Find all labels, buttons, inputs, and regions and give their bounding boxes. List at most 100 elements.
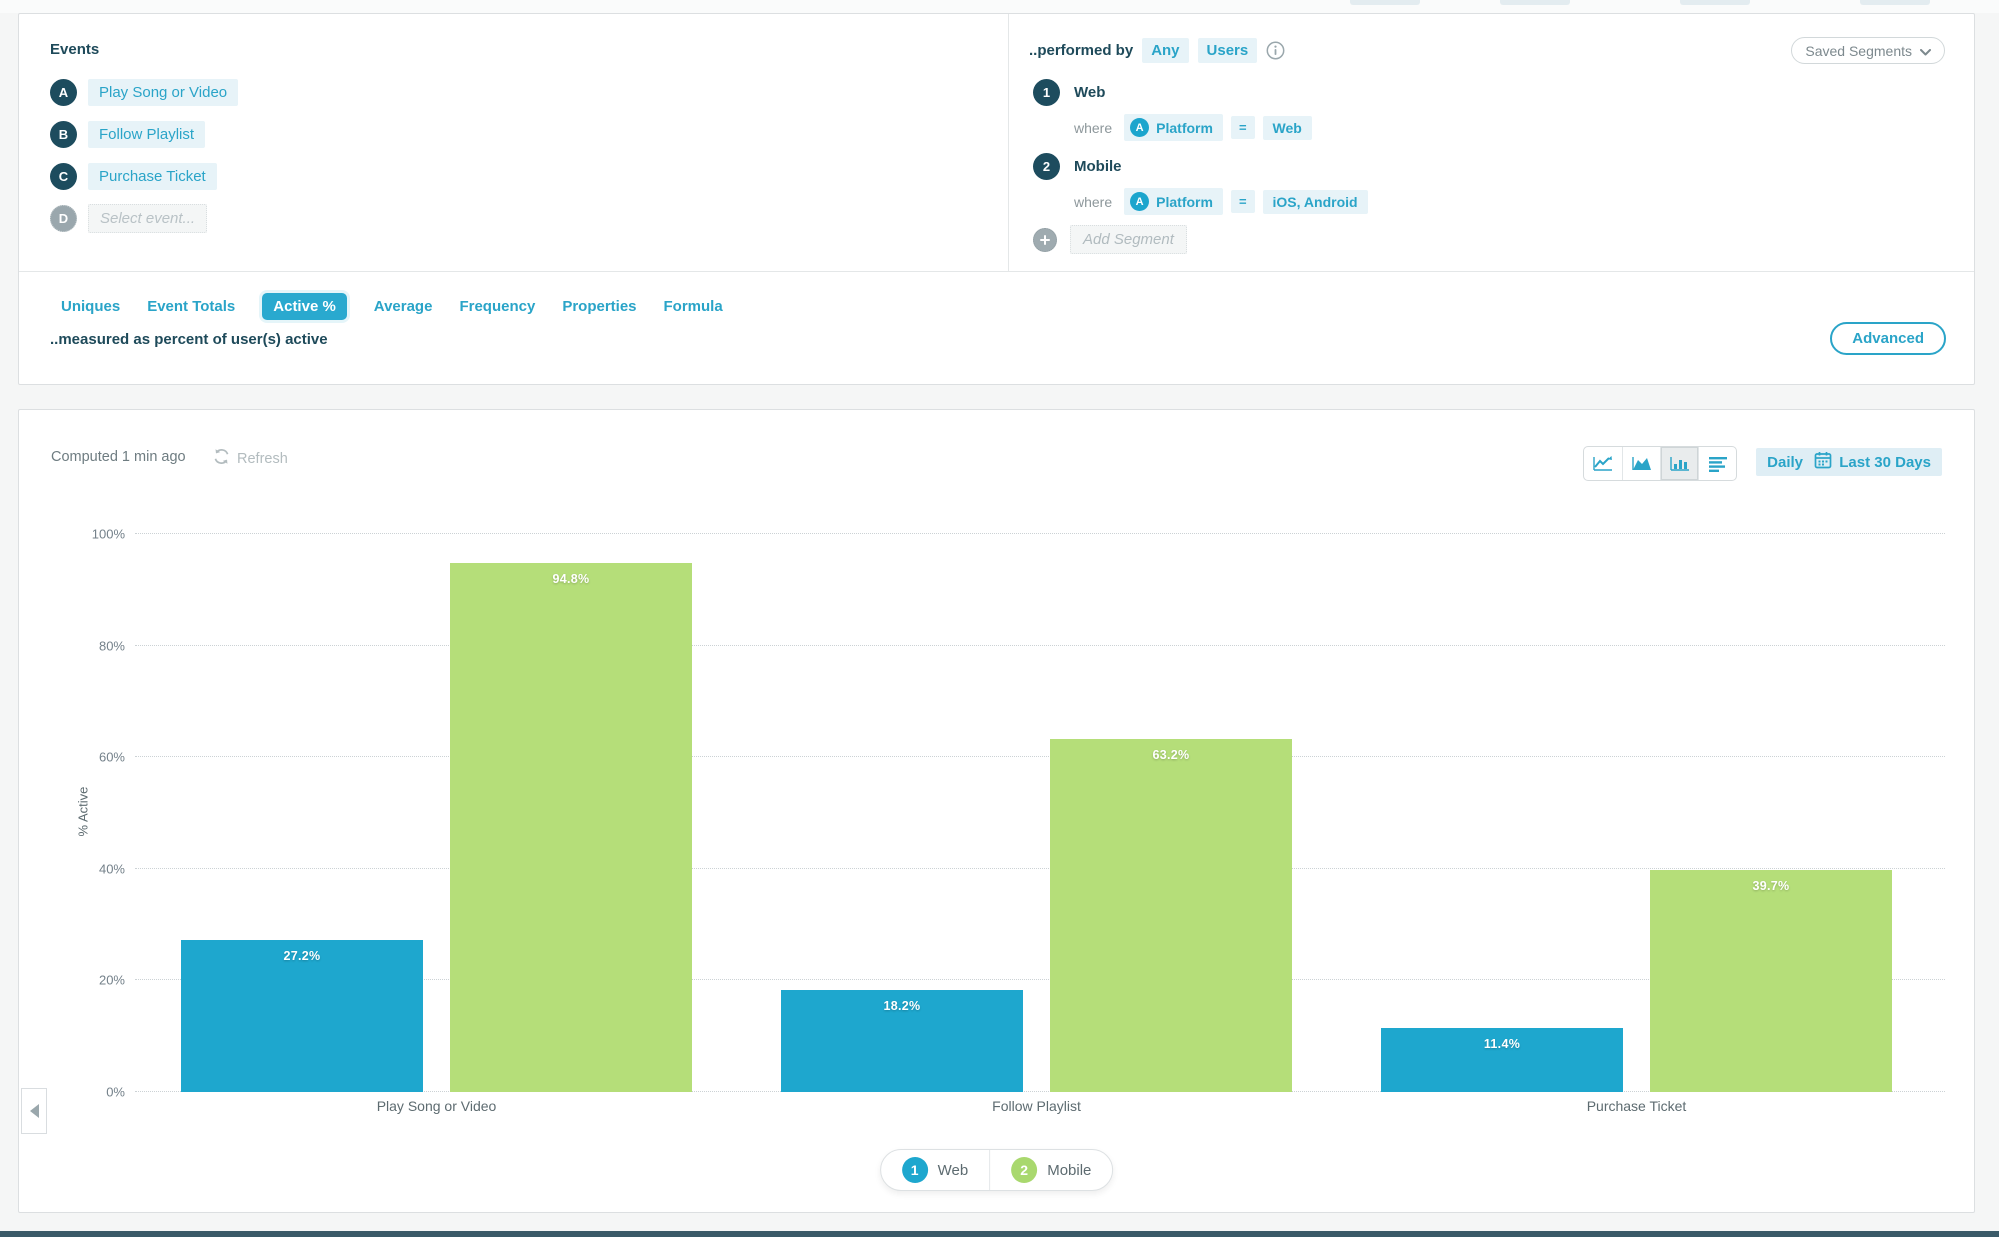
event-letter-badge-a: A bbox=[50, 78, 77, 106]
plus-icon[interactable] bbox=[1033, 227, 1057, 252]
clipped-top-toolbar bbox=[0, 0, 1999, 13]
bar-value-label: 18.2% bbox=[883, 999, 921, 1014]
segment-2-name[interactable]: Mobile bbox=[1074, 158, 1122, 175]
events-title: Events bbox=[50, 41, 100, 58]
computed-status: Computed 1 min ago bbox=[51, 449, 186, 465]
legend-series-badge: 2 bbox=[1011, 1157, 1038, 1183]
bar-value-label: 11.4% bbox=[1483, 1037, 1521, 1052]
tab-frequency[interactable]: Frequency bbox=[459, 298, 536, 315]
bar-web-3[interactable]: 11.4% bbox=[1381, 1028, 1623, 1092]
event-select-b[interactable]: Follow Playlist bbox=[88, 120, 206, 148]
property-type-icon: A bbox=[1130, 192, 1150, 211]
tab-uniques[interactable]: Uniques bbox=[61, 298, 121, 315]
event-letter-badge-d: D bbox=[50, 204, 77, 232]
clipped-toolbar-fragment bbox=[1680, 0, 1750, 5]
legend-item-mobile[interactable]: 2 Mobile bbox=[989, 1150, 1112, 1190]
date-range-selector[interactable]: Last 30 Days bbox=[1803, 448, 1942, 476]
add-segment-row: Add Segment bbox=[1033, 225, 1187, 254]
clipped-toolbar-fragment bbox=[1860, 0, 1930, 5]
event-row-c: C Purchase Ticket bbox=[50, 162, 217, 190]
gridline bbox=[135, 533, 1945, 534]
event-select-placeholder[interactable]: Select event... bbox=[88, 203, 208, 233]
where-label: where bbox=[1074, 193, 1113, 210]
gridline bbox=[135, 979, 1945, 981]
gridline bbox=[135, 867, 1945, 869]
legend-series-label: Mobile bbox=[1047, 1161, 1092, 1179]
segment-1-name[interactable]: Web bbox=[1074, 84, 1106, 101]
bar-mobile-3[interactable]: 39.7% bbox=[1650, 870, 1892, 1092]
performed-by-any-selector[interactable]: Any bbox=[1142, 38, 1189, 63]
bar-chart-button[interactable] bbox=[1660, 447, 1698, 480]
event-row-d: D Select event... bbox=[50, 203, 208, 233]
event-letter-badge-b: B bbox=[50, 120, 77, 148]
area-chart-button[interactable] bbox=[1622, 447, 1660, 480]
gridline bbox=[135, 644, 1945, 646]
chart-type-toolbar bbox=[1583, 446, 1737, 481]
segment-1-where-row: where A Platform = Web bbox=[1074, 114, 1312, 141]
event-select-c[interactable]: Purchase Ticket bbox=[88, 162, 217, 190]
segment-1-value-selector[interactable]: Web bbox=[1262, 115, 1312, 140]
bar-chart-icon bbox=[1669, 457, 1689, 471]
legend-series-badge: 1 bbox=[901, 1157, 928, 1183]
tab-properties[interactable]: Properties bbox=[562, 298, 637, 315]
tab-event-totals[interactable]: Event Totals bbox=[147, 298, 236, 315]
y-tick-label: 0% bbox=[106, 1084, 125, 1100]
bar-web-2[interactable]: 18.2% bbox=[781, 990, 1023, 1092]
bar-mobile-2[interactable]: 63.2% bbox=[1050, 739, 1292, 1092]
bar-value-label: 27.2% bbox=[283, 949, 321, 964]
line-chart-button[interactable] bbox=[1584, 447, 1622, 480]
horizontal-bar-chart-icon bbox=[1708, 457, 1727, 472]
property-name: Platform bbox=[1156, 119, 1213, 136]
area-chart-icon bbox=[1631, 457, 1651, 470]
bar-value-label: 63.2% bbox=[1152, 748, 1190, 763]
gridline bbox=[135, 756, 1945, 758]
refresh-label: Refresh bbox=[237, 450, 288, 467]
saved-segments-dropdown[interactable]: Saved Segments bbox=[1791, 37, 1945, 64]
segments-panel: ..performed by Any Users 1 Web where A P… bbox=[1009, 14, 1974, 271]
y-axis-ticks: 0% 20% 40% 60% 80% 100% bbox=[19, 527, 125, 1100]
performed-by-row: ..performed by Any Users bbox=[1029, 38, 1285, 63]
bar-mobile-1[interactable]: 94.8% bbox=[450, 563, 692, 1092]
refresh-button[interactable]: Refresh bbox=[212, 447, 288, 470]
plot-area: 27.2% 94.8% 18.2% 63.2% 11.4% 39.7% bbox=[135, 533, 1945, 1092]
y-tick-label: 40% bbox=[98, 861, 125, 877]
scroll-left-button[interactable] bbox=[21, 1088, 47, 1134]
segment-1-operator-selector[interactable]: = bbox=[1230, 116, 1255, 139]
property-type-icon: A bbox=[1130, 118, 1150, 137]
x-axis-category-label: Follow Playlist bbox=[992, 1098, 1081, 1114]
horizontal-bar-chart-button[interactable] bbox=[1698, 447, 1736, 480]
property-name: Platform bbox=[1156, 193, 1213, 210]
y-tick-label: 60% bbox=[98, 749, 125, 765]
x-axis-category-label: Play Song or Video bbox=[376, 1098, 497, 1114]
analysis-tabs: Uniques Event Totals Active % Average Fr… bbox=[61, 293, 723, 320]
add-segment-button[interactable]: Add Segment bbox=[1070, 225, 1187, 254]
segment-2-badge: 2 bbox=[1033, 153, 1060, 180]
calendar-icon bbox=[1814, 451, 1832, 473]
analysis-tabs-panel: Uniques Event Totals Active % Average Fr… bbox=[19, 271, 1974, 384]
segment-1-badge: 1 bbox=[1033, 79, 1060, 106]
performed-by-label: ..performed by bbox=[1029, 42, 1134, 59]
segment-2-operator-selector[interactable]: = bbox=[1230, 190, 1255, 213]
advanced-button[interactable]: Advanced bbox=[1830, 322, 1946, 355]
bar-web-1[interactable]: 27.2% bbox=[181, 940, 423, 1092]
user-type-selector[interactable]: Users bbox=[1197, 38, 1258, 63]
segment-2-property-selector[interactable]: A Platform bbox=[1124, 188, 1223, 215]
segment-1-property-selector[interactable]: A Platform bbox=[1124, 114, 1223, 141]
event-select-a[interactable]: Play Song or Video bbox=[88, 78, 239, 106]
tab-average[interactable]: Average bbox=[373, 298, 433, 315]
segment-2-value-selector[interactable]: iOS, Android bbox=[1262, 189, 1368, 214]
segment-2-where-row: where A Platform = iOS, Android bbox=[1074, 188, 1368, 215]
chart-card: Computed 1 min ago Refresh bbox=[18, 409, 1975, 1213]
bar-value-label: 94.8% bbox=[552, 572, 590, 587]
legend-item-web[interactable]: 1 Web bbox=[881, 1150, 990, 1190]
tab-active-percent[interactable]: Active % bbox=[262, 293, 347, 320]
saved-segments-label: Saved Segments bbox=[1805, 42, 1912, 59]
tab-formula[interactable]: Formula bbox=[663, 298, 723, 315]
line-chart-icon bbox=[1593, 456, 1612, 471]
y-tick-label: 20% bbox=[98, 972, 125, 988]
info-icon[interactable] bbox=[1266, 41, 1285, 60]
event-row-a: A Play Song or Video bbox=[50, 78, 239, 106]
date-range-label: Last 30 Days bbox=[1839, 453, 1931, 471]
bottom-accent-bar bbox=[0, 1231, 1999, 1237]
refresh-icon bbox=[212, 447, 231, 470]
